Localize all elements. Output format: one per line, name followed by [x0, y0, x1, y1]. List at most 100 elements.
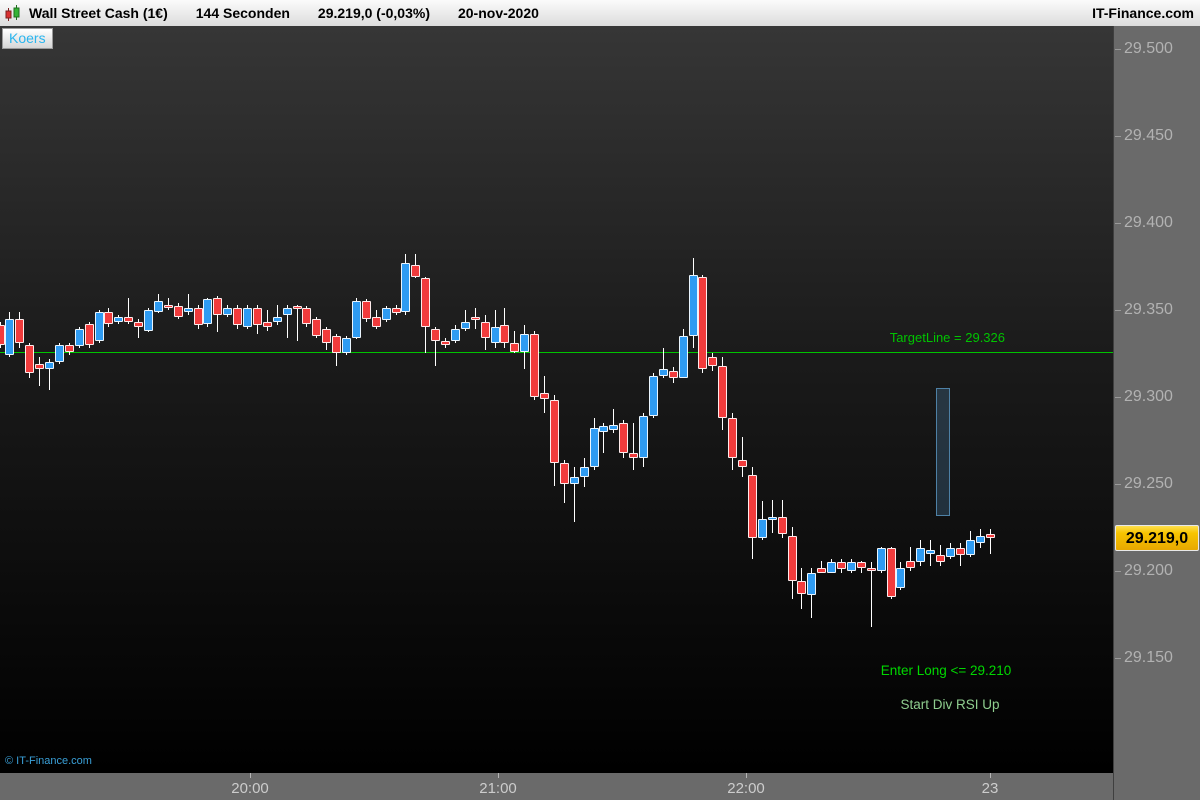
- candle-wick: [633, 423, 635, 470]
- price-axis[interactable]: 29.219,0 29.500 29.450 29.400 29.350 29.300 2…: [1113, 26, 1200, 800]
- tab-koers[interactable]: Koers: [2, 28, 53, 49]
- candle-wick: [870, 562, 872, 627]
- copyright-watermark: © IT-Finance.com: [5, 755, 92, 767]
- candle-body: [797, 581, 807, 594]
- candle-body: [233, 308, 243, 326]
- last-price-badge: 29.219,0: [1115, 524, 1199, 551]
- candle-body: [5, 318, 15, 356]
- signal-text: Start Div RSI Up: [900, 697, 1000, 712]
- candle-wick: [167, 297, 169, 310]
- time-tick-mark: [990, 773, 991, 778]
- price-tick-label: 29.500: [1124, 39, 1173, 57]
- candle-body: [64, 344, 74, 352]
- candle-body: [827, 562, 837, 573]
- candle-body: [718, 365, 728, 418]
- candle-body: [896, 567, 906, 589]
- session-date: 20-nov-2020: [457, 5, 539, 21]
- candle-wick: [296, 304, 298, 342]
- candle-body: [84, 323, 94, 345]
- candle-body: [272, 316, 282, 322]
- candle-body: [144, 309, 153, 331]
- candle-wick: [39, 356, 41, 387]
- time-tick-label: 23: [981, 780, 999, 797]
- candle-wick: [910, 546, 912, 571]
- candle-body: [450, 328, 460, 342]
- candle-wick: [742, 436, 743, 477]
- candle-body: [846, 562, 856, 571]
- candle-body: [381, 308, 391, 321]
- candle-wick: [464, 309, 466, 331]
- candle-body: [589, 428, 599, 467]
- candle-body: [757, 518, 767, 538]
- candle-body: [599, 426, 609, 432]
- candle-wick: [662, 348, 664, 378]
- candle-wick: [613, 409, 615, 434]
- candle-body: [15, 318, 25, 343]
- candle-body: [728, 417, 738, 458]
- candle-body: [559, 463, 569, 484]
- candle-body: [35, 363, 45, 370]
- candle-body: [431, 328, 441, 342]
- candle-body: [876, 548, 886, 571]
- candle-body: [530, 334, 540, 397]
- candle-body: [134, 322, 144, 328]
- candle-body: [183, 308, 193, 312]
- candle-wick: [276, 304, 278, 326]
- candle-body: [678, 335, 688, 378]
- candle-body: [866, 567, 876, 571]
- candle-body: [639, 416, 648, 458]
- price-tick-label: 29.350: [1124, 300, 1173, 318]
- time-tick-label: 21:00: [479, 780, 517, 797]
- signal-text: Enter Long <= 29.210: [880, 663, 1012, 678]
- candle-body: [173, 306, 183, 317]
- price-tick-mark: [1115, 48, 1121, 50]
- timeframe-label: 144 Seconden: [195, 5, 290, 21]
- price-tick-label: 29.250: [1124, 474, 1173, 492]
- candle-body: [817, 567, 827, 573]
- time-tick-mark: [746, 773, 747, 778]
- candle-body: [648, 375, 658, 417]
- candle-body: [668, 370, 678, 378]
- price-tick-label: 29.300: [1124, 387, 1173, 405]
- candle-body: [351, 301, 361, 338]
- candle-body: [322, 328, 332, 343]
- candle-body: [936, 555, 945, 563]
- candle-wick: [821, 560, 823, 573]
- candle-wick: [603, 423, 605, 453]
- candle-body: [708, 356, 718, 366]
- target-line-label: TargetLine = 29.326: [889, 329, 1005, 345]
- candle-body: [361, 301, 371, 319]
- price-tick-label: 29.200: [1124, 562, 1173, 579]
- candle-body: [371, 316, 381, 328]
- time-tick-mark: [498, 773, 499, 778]
- candle-wick: [128, 297, 130, 324]
- candle-body: [619, 423, 629, 453]
- candle-wick: [138, 318, 140, 338]
- candle-body: [856, 562, 866, 568]
- candle-body: [94, 311, 104, 342]
- candle-wick: [771, 499, 773, 533]
- last-price-change: 29.219,0 (-0,03%): [317, 5, 430, 21]
- candle-body: [629, 452, 639, 458]
- candle-wick: [266, 309, 268, 331]
- candle-body: [441, 341, 450, 345]
- candle-body: [203, 299, 213, 324]
- candle-body: [342, 337, 351, 354]
- candle-body: [916, 548, 926, 563]
- candle-body: [549, 400, 559, 464]
- candle-wick: [49, 358, 50, 390]
- candle-body: [223, 308, 233, 316]
- candle-body: [292, 306, 302, 310]
- chart-header-bar: Wall Street Cash (1€) 144 Seconden 29.21…: [0, 0, 1200, 26]
- candle-body: [262, 322, 272, 328]
- time-axis[interactable]: 20:00 21:00 22:00 23: [0, 773, 1113, 800]
- instrument-title: Wall Street Cash (1€): [29, 5, 168, 21]
- candle-body: [688, 275, 698, 336]
- candlestick-chart[interactable]: Koers © IT-Finance.com TargetLine = 29.3…: [0, 26, 1113, 773]
- candle-body: [579, 466, 589, 477]
- candle-wick: [187, 294, 189, 316]
- candle-body: [54, 344, 64, 363]
- candle-body: [906, 560, 916, 568]
- candle-body: [975, 536, 985, 544]
- candle-body: [510, 342, 520, 352]
